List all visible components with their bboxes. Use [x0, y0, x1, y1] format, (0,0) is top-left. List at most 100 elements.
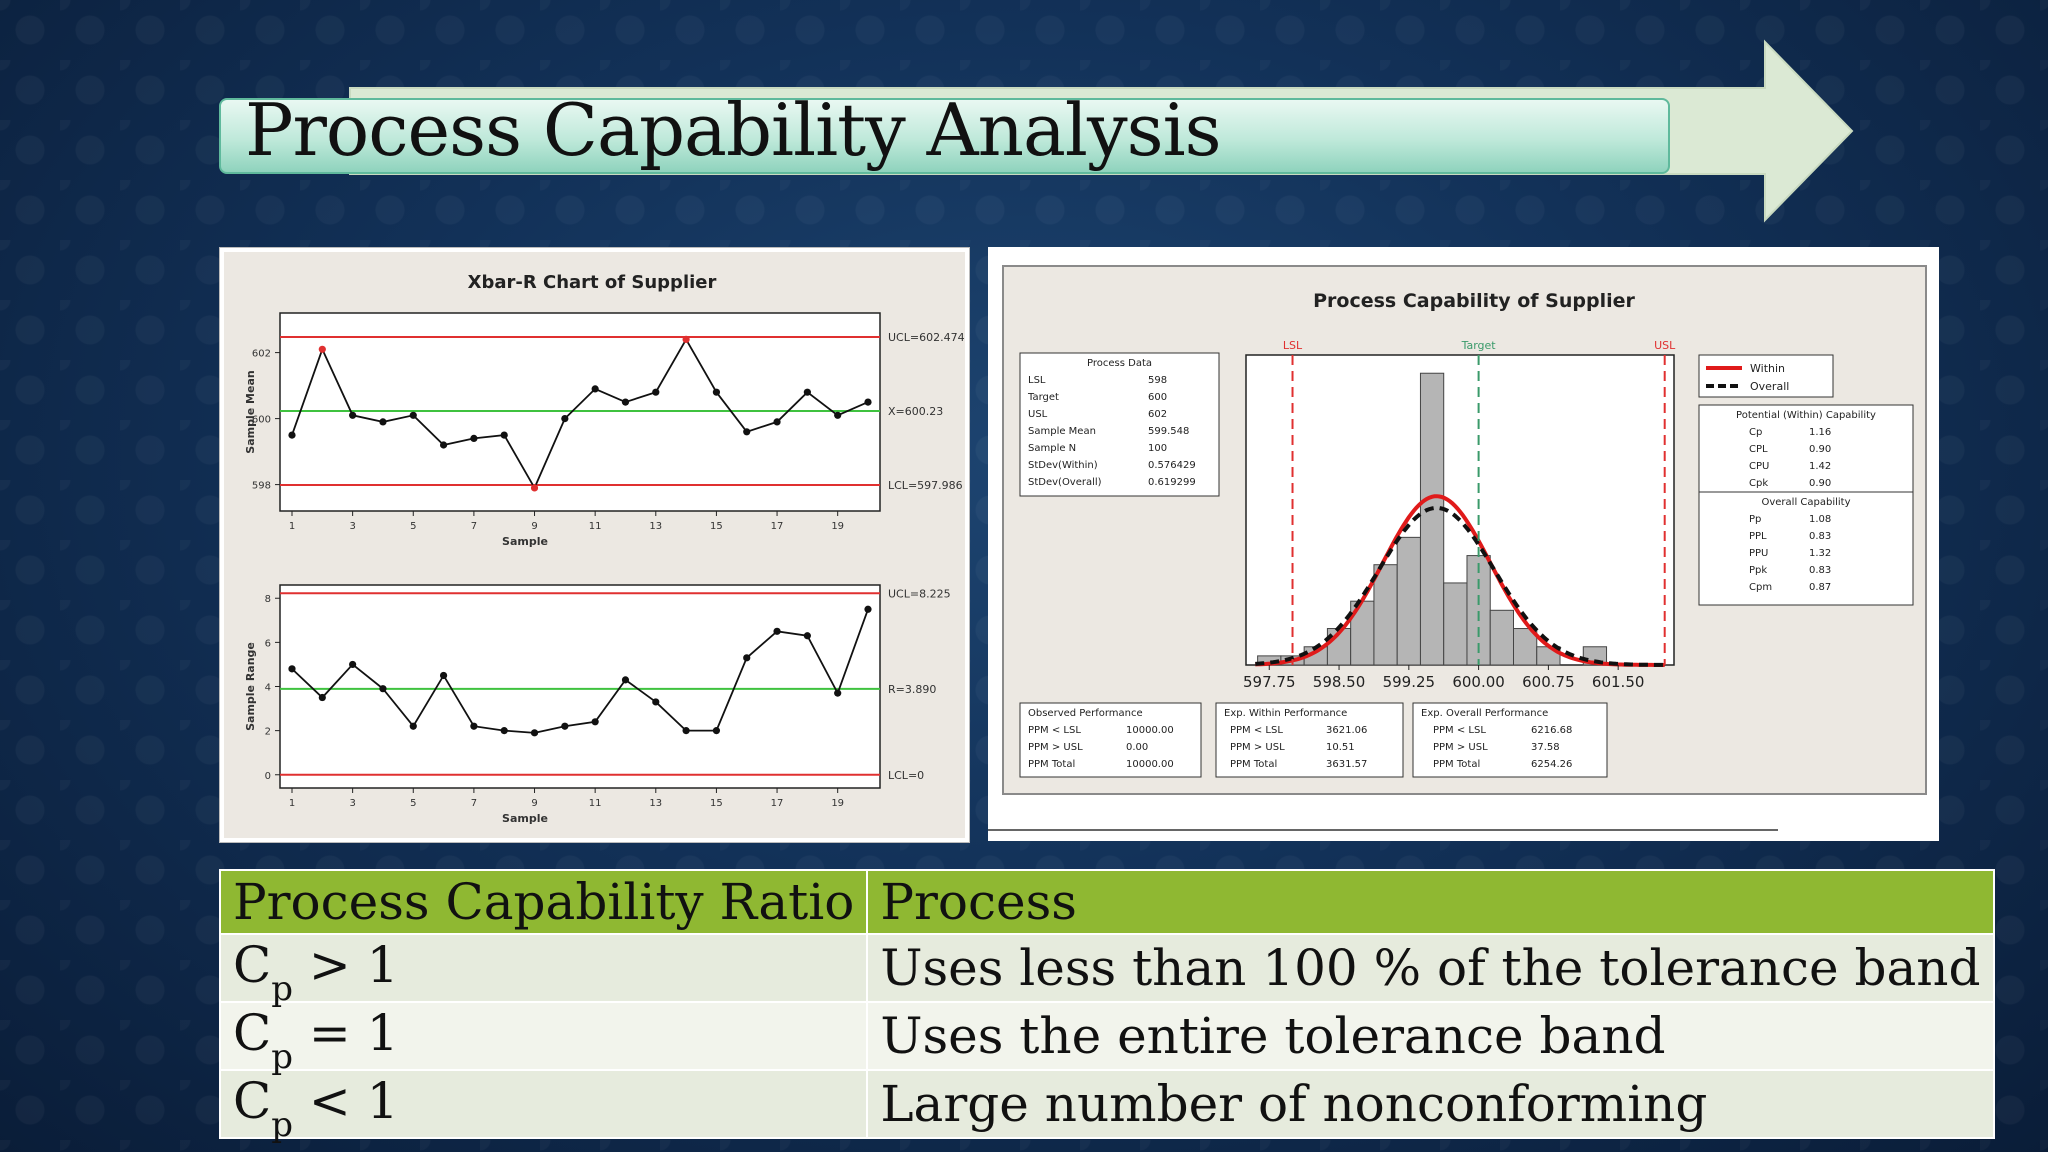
range-data-point	[349, 660, 357, 669]
xbar-data-point	[379, 418, 387, 426]
page-title: Process Capability Analysis	[245, 88, 1222, 172]
xbar-data-point	[318, 345, 326, 353]
xbar-data-point	[803, 388, 811, 396]
xbar-chart-title: Xbar-R Chart of Supplier	[468, 272, 717, 293]
range-data-point	[561, 722, 569, 730]
process-data-heading: Process Data	[1087, 358, 1152, 369]
xbar-data-point	[349, 411, 357, 419]
xbar-data-point	[773, 418, 781, 426]
process-cell: Uses less than 100 % of the tolerance ba…	[866, 933, 1995, 1003]
overall-capability-box	[1698, 491, 1914, 606]
range-x-axis-label: Sample	[502, 812, 548, 825]
xbar-x-tick-label: 17	[771, 521, 784, 532]
range-y-tick-label: 4	[265, 683, 271, 694]
exp-within-performance-label: PPM < LSL	[1230, 725, 1283, 736]
range-data-point	[379, 685, 387, 693]
histogram-x-tick-label: 599.25	[1383, 673, 1436, 691]
xbar-y-tick-label: 600	[252, 415, 271, 426]
ratio-cell: Cp = 1	[218, 1001, 869, 1077]
process-data-value: 599.548	[1148, 426, 1189, 437]
exp-overall-performance-box	[1412, 702, 1608, 778]
process-data-label: StDev(Within)	[1028, 460, 1098, 471]
spec-label-target: Target	[1461, 339, 1497, 352]
process-data-value: 600	[1148, 392, 1167, 403]
observed-performance-value: 10000.00	[1126, 725, 1174, 736]
xbar-y-axis-label: Sample Mean	[244, 370, 257, 453]
potential-capability-value: 0.90	[1809, 478, 1831, 489]
range-data-point	[500, 727, 508, 735]
process-data-box	[1019, 352, 1220, 497]
xbar-y-tick-label: 602	[252, 349, 271, 360]
xbar-r-chart-panel: Xbar-R Chart of Supplier UCL=602.474 X=600…	[219, 247, 970, 843]
xbar-x-tick-label: 9	[531, 521, 537, 532]
range-x-tick-label: 11	[589, 798, 602, 809]
range-data-point	[652, 698, 660, 706]
histogram-bar	[1419, 372, 1445, 666]
header-ratio: Process Capability Ratio	[218, 869, 869, 935]
observed-performance-label: PPM Total	[1028, 759, 1075, 770]
xbar-data-point	[743, 428, 751, 436]
range-x-tick-label: 15	[710, 798, 723, 809]
range-data-point	[621, 676, 630, 684]
exp-overall-performance-value: 6216.68	[1531, 725, 1572, 736]
exp-overall-performance-label: PPM < LSL	[1433, 725, 1486, 736]
observed-performance-label: PPM > USL	[1028, 742, 1083, 753]
observed-performance-value: 0.00	[1126, 742, 1148, 753]
range-y-tick-label: 2	[265, 727, 271, 738]
ratio-cell: Cp > 1	[218, 933, 869, 1009]
table-header-row: Process Capability Ratio Process	[218, 869, 1995, 935]
exp-within-performance-value: 10.51	[1326, 742, 1355, 753]
potential-capability-heading: Potential (Within) Capability	[1736, 410, 1876, 421]
ratio-condition: < 1	[293, 1072, 399, 1130]
process-data-value: 598	[1148, 375, 1167, 386]
capability-chart-frame: Process Capability of Supplier LSL Target U…	[1002, 265, 1927, 795]
range-y-tick-label: 0	[265, 771, 271, 782]
ratio-symbol: C	[233, 936, 272, 994]
xbar-data-point	[288, 431, 296, 439]
potential-capability-label: Cp	[1749, 427, 1762, 438]
xbar-data-point	[591, 385, 599, 393]
range-y-axis-label: Sample Range	[244, 642, 257, 731]
range-data-point	[409, 722, 417, 730]
ratio-symbol: C	[233, 1004, 272, 1062]
overall-capability-label: Pp	[1749, 514, 1761, 525]
observed-performance-value: 10000.00	[1126, 759, 1174, 770]
xbar-data-point	[682, 335, 690, 343]
histogram-bar	[1443, 582, 1468, 666]
range-x-tick-label: 13	[649, 798, 662, 809]
exp-within-performance-value: 3621.06	[1326, 725, 1367, 736]
overall-capability-value: 1.32	[1809, 548, 1831, 559]
exp-within-performance-box	[1215, 702, 1404, 778]
xbar-series-line	[291, 337, 869, 490]
histogram-x-tick-label: 601.50	[1592, 673, 1645, 691]
range-data-point	[743, 654, 751, 662]
exp-within-performance-label: PPM > USL	[1230, 742, 1285, 753]
potential-capability-value: 1.42	[1809, 461, 1831, 472]
table-row: Cp < 1 Large number of nonconforming	[218, 1069, 1995, 1145]
exp-overall-performance-label: PPM > USL	[1433, 742, 1488, 753]
histogram-x-tick-label: 600.00	[1452, 673, 1505, 691]
legend-box	[1698, 354, 1834, 398]
overall-capability-label: Cpm	[1749, 582, 1772, 593]
process-data-value: 100	[1148, 443, 1167, 454]
xbar-y-tick-label: 598	[252, 481, 271, 492]
range-data-point	[682, 727, 690, 735]
overall-capability-value: 0.87	[1809, 582, 1831, 593]
range-data-point	[773, 627, 781, 635]
range-data-point	[288, 665, 296, 673]
xbar-data-point	[834, 411, 842, 419]
potential-capability-label: CPU	[1749, 461, 1769, 472]
potential-capability-value: 1.16	[1809, 427, 1831, 438]
range-data-point	[439, 671, 448, 680]
process-data-label: StDev(Overall)	[1028, 477, 1102, 488]
range-data-point	[712, 727, 721, 735]
xbar-data-point	[561, 415, 569, 423]
ratio-symbol: C	[233, 1072, 272, 1130]
xbar-data-point	[864, 398, 872, 406]
exp-overall-performance-value: 37.58	[1531, 742, 1560, 753]
xbar-limit-label: X=600.23	[888, 405, 943, 418]
range-limit-label: LCL=0	[888, 769, 924, 782]
ratio-subscript: p	[271, 1037, 294, 1077]
range-x-tick-label: 17	[771, 798, 784, 809]
xbar-data-point	[712, 388, 721, 396]
